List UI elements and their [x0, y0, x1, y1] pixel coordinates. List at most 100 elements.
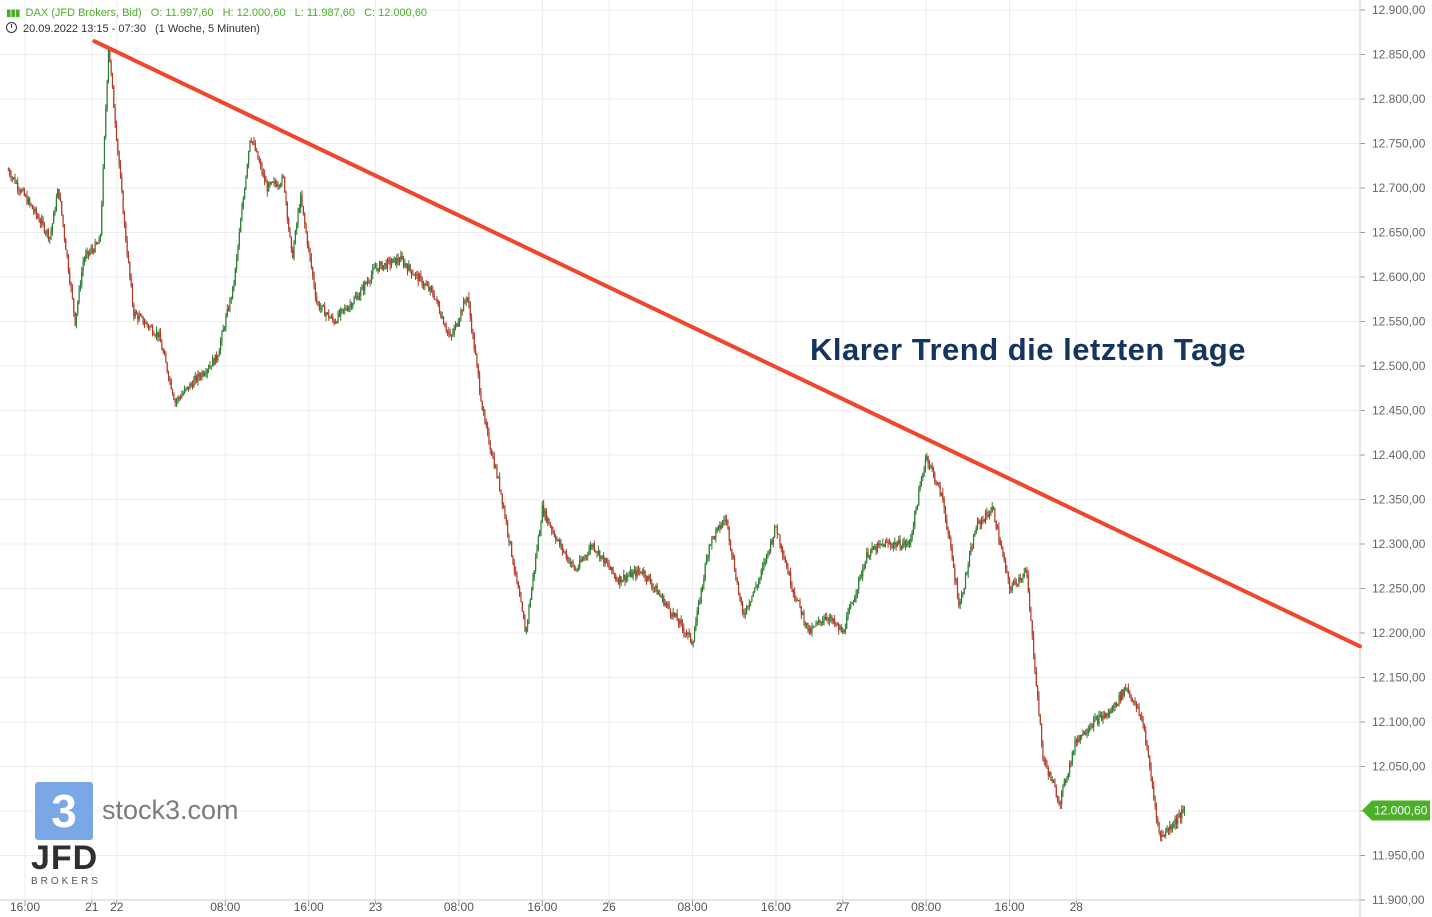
- candle-body: [488, 431, 490, 444]
- candle-body: [480, 391, 482, 402]
- candle-body: [503, 504, 505, 508]
- candle-body: [1130, 693, 1132, 699]
- candle-body: [322, 305, 324, 307]
- candle-body: [162, 349, 164, 353]
- candle-body: [731, 548, 733, 556]
- candle-body: [1181, 809, 1183, 819]
- candle-body: [611, 567, 613, 571]
- candle-body: [903, 541, 905, 544]
- candle-body: [336, 321, 338, 323]
- candle-body: [870, 550, 872, 556]
- candle-body: [305, 223, 307, 233]
- candle-body: [636, 569, 638, 577]
- candle-body: [914, 511, 916, 527]
- candle-body: [844, 628, 846, 632]
- candle-body: [364, 282, 366, 291]
- candle-body: [376, 267, 378, 269]
- candle-body: [82, 262, 84, 272]
- candle-body: [254, 143, 256, 151]
- candle-body: [365, 282, 367, 284]
- candle-body: [564, 551, 566, 553]
- y-tick-label: 12.400,00: [1372, 448, 1426, 462]
- candle-body: [966, 572, 968, 574]
- candle-body: [625, 576, 628, 581]
- candle-body: [551, 526, 553, 531]
- candle-body: [798, 600, 800, 602]
- candle-body: [948, 533, 951, 539]
- candle-body: [228, 308, 230, 311]
- candle-body: [360, 289, 362, 296]
- candle-body: [519, 588, 521, 597]
- candle-body: [536, 549, 538, 557]
- candle-body: [380, 262, 382, 265]
- candle-body: [1033, 635, 1035, 657]
- candle-body: [485, 421, 487, 426]
- candle-body: [1163, 835, 1166, 837]
- candle-body: [680, 619, 682, 623]
- candle-body: [628, 575, 630, 577]
- y-tick-label: 12.450,00: [1372, 404, 1426, 418]
- candle-body: [749, 601, 752, 604]
- candle-body: [561, 544, 563, 551]
- candle-body: [1142, 717, 1144, 725]
- candle-body: [874, 546, 876, 550]
- candle-body: [481, 401, 483, 410]
- candle-body: [711, 537, 713, 545]
- candle-body: [927, 456, 929, 465]
- candle-body: [719, 525, 721, 529]
- candle-body: [996, 527, 999, 529]
- candle-body: [345, 308, 347, 310]
- x-tick-label: 28: [1070, 900, 1084, 914]
- candle-body: [740, 598, 742, 604]
- candle-body: [766, 553, 768, 562]
- candle-body: [639, 571, 641, 573]
- candle-body: [226, 308, 228, 317]
- candle-body: [616, 579, 618, 581]
- candle-body: [975, 527, 977, 534]
- candle-body: [947, 529, 949, 534]
- candle-body: [755, 586, 757, 588]
- y-tick-label: 12.750,00: [1372, 137, 1426, 151]
- candle-body: [361, 286, 363, 290]
- candle-body: [528, 606, 530, 621]
- candle-body: [1010, 589, 1012, 591]
- candle-body: [635, 570, 637, 577]
- candle-body: [470, 317, 473, 332]
- candle-body: [1122, 689, 1124, 696]
- candle-body: [150, 326, 152, 328]
- candle-body: [657, 593, 660, 595]
- candle-body: [356, 295, 358, 298]
- candle-body: [1020, 578, 1023, 581]
- candle-body: [531, 588, 533, 600]
- candle-body: [67, 256, 70, 272]
- candle-body: [388, 259, 390, 261]
- candle-body: [847, 611, 849, 618]
- candle-body: [304, 213, 306, 224]
- candle-body: [745, 606, 748, 614]
- candle-body: [1073, 751, 1075, 753]
- candle-body: [974, 533, 976, 537]
- candle-body: [787, 566, 789, 574]
- candle-body: [137, 314, 139, 320]
- candle-body: [310, 257, 312, 268]
- candle-body: [960, 594, 963, 603]
- candle-body: [728, 527, 730, 541]
- candle-body: [615, 575, 617, 580]
- candle-body: [600, 555, 602, 559]
- candle-body: [22, 189, 24, 191]
- candle-body: [505, 517, 507, 522]
- candle-body: [466, 297, 469, 301]
- candle-body: [640, 571, 642, 574]
- candle-body: [183, 389, 186, 394]
- candle-body: [545, 510, 547, 522]
- candle-body: [59, 197, 62, 202]
- candle-body: [1166, 827, 1168, 832]
- candle-body: [871, 546, 873, 551]
- candle-body: [393, 257, 395, 259]
- candle-body: [214, 354, 216, 365]
- candle-body: [1154, 796, 1156, 806]
- candle-body: [420, 275, 422, 278]
- candle-body: [788, 572, 790, 574]
- candle-body: [352, 303, 354, 308]
